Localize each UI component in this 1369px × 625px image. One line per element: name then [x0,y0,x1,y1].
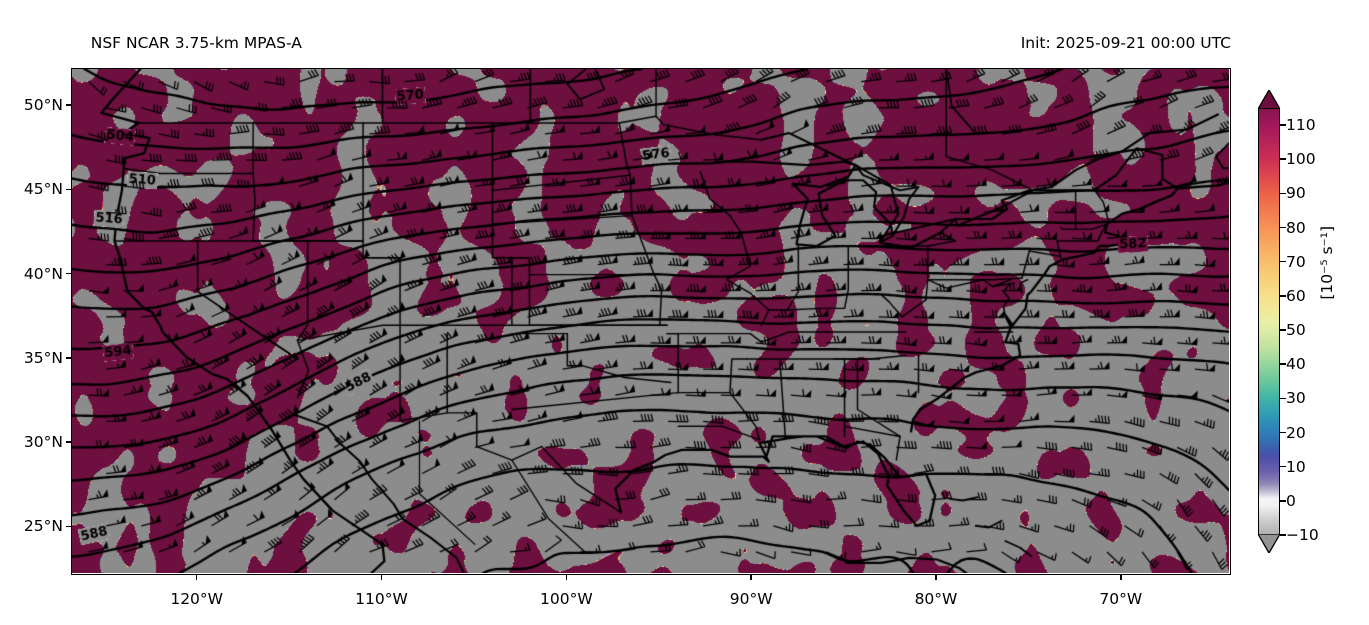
y-tick-label-5: 25°N [23,517,63,536]
colorbar-tick-mark [1280,534,1286,536]
vorticity-map-canvas [72,69,1229,573]
colorbar-tick-mark [1280,329,1286,331]
colorbar-tick-mark [1280,260,1286,263]
x-tick-label-3: 90°W [729,590,773,608]
x-tick-label-4: 80°W [914,590,958,608]
colorbar-extend-min-arrow [1258,534,1280,553]
colorbar-tick-label-5: 60 [1286,286,1306,305]
y-tick-mark [66,188,71,191]
colorbar-tick-label-0: 110 [1286,116,1316,135]
colorbar-tick-mark [1280,192,1286,195]
colorbar-tick-label-1: 100 [1286,150,1316,169]
colorbar-tick-label-11: 0 [1286,491,1296,510]
x-tick-mark [1120,575,1122,580]
colorbar-tick-label-8: 30 [1286,389,1306,408]
colorbar-units-label: [10⁻⁵ s⁻¹] [1318,226,1336,300]
y-tick-label-1: 45°N [23,180,63,199]
y-tick-label-2: 40°N [23,264,63,283]
x-tick-mark [750,575,752,580]
colorbar-tick-mark [1280,363,1286,365]
y-tick-label-4: 30°N [23,433,63,452]
x-tick-mark [565,575,568,580]
x-tick-mark [195,575,198,580]
map-plot-area[interactable] [71,68,1231,575]
y-tick-mark [66,525,71,528]
y-tick-mark [66,272,71,275]
y-tick-mark [66,357,71,359]
colorbar-tick-label-10: 10 [1286,457,1306,476]
y-tick-mark [66,104,71,106]
init-time-line: Init: 2025-09-21 00:00 UTC [1020,34,1231,52]
y-tick-label-0: 50°N [23,96,63,115]
colorbar-tick-label-12: −10 [1286,526,1319,544]
colorbar-tick-mark [1280,226,1286,229]
x-tick-mark [380,575,383,580]
colorbar-tick-mark [1280,431,1286,434]
colorbar-tick-mark [1280,124,1286,126]
y-tick-label-3: 35°N [23,348,63,367]
colorbar-tick-mark [1280,295,1286,297]
colorbar-extend-max-arrow [1258,90,1280,109]
colorbar-tick-mark [1280,158,1286,160]
x-tick-label-2: 100°W [539,590,593,608]
colorbar-tick-label-7: 40 [1286,355,1306,374]
colorbar-tick-label-6: 50 [1286,321,1306,340]
colorbar-tick-mark [1280,397,1286,400]
colorbar-tick-label-3: 80 [1286,218,1306,237]
colorbar-tick-label-2: 90 [1286,184,1306,203]
colorbar-tick-mark [1280,500,1286,502]
colorbar-tick-label-9: 20 [1286,423,1306,442]
colorbar-tick-label-4: 70 [1286,252,1306,271]
colorbar[interactable]: 110 100 90 80 70 60 50 40 30 20 10 0 −10 [1256,90,1319,553]
x-tick-mark [935,575,937,580]
x-tick-label-1: 110°W [355,590,408,608]
x-tick-label-5: 70°W [1099,590,1143,608]
colorbar-tick-mark [1280,465,1286,468]
y-tick-mark [66,441,71,443]
model-name-line: NSF NCAR 3.75-km MPAS-A [90,34,302,52]
x-tick-label-0: 120°W [170,590,224,608]
colorbar-gradient [1258,108,1280,535]
